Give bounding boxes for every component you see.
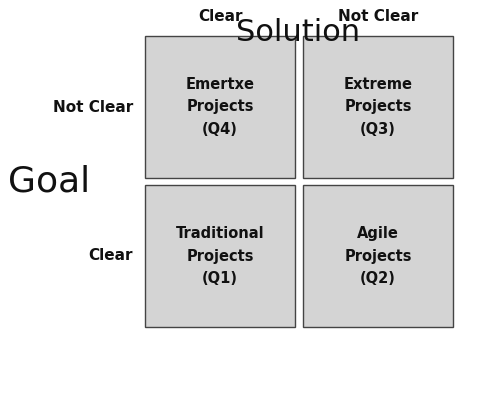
Bar [302, 185, 452, 327]
Bar [144, 185, 294, 327]
Text: Goal: Goal [8, 164, 90, 199]
Bar [302, 36, 452, 178]
Text: Not Clear: Not Clear [53, 100, 133, 115]
Text: Traditional
Projects
(Q1): Traditional Projects (Q1) [175, 226, 264, 286]
Text: Not Clear: Not Clear [337, 9, 417, 24]
Bar [144, 36, 294, 178]
Text: Extreme
Projects
(Q3): Extreme Projects (Q3) [343, 77, 412, 137]
Text: Solution: Solution [236, 18, 360, 47]
Text: Clear: Clear [88, 248, 133, 263]
Text: Clear: Clear [197, 9, 242, 24]
Text: Agile
Projects
(Q2): Agile Projects (Q2) [344, 226, 411, 286]
Text: Emertxe
Projects
(Q4): Emertxe Projects (Q4) [185, 77, 254, 137]
